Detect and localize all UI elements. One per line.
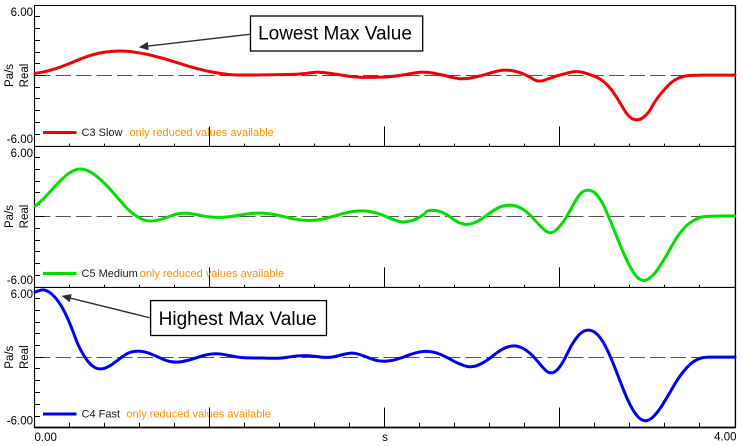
svg-text:Pa/s: Pa/s: [4, 345, 16, 368]
svg-text:6.00: 6.00: [11, 7, 33, 19]
svg-text:Pa/s: Pa/s: [4, 205, 16, 228]
svg-text:Real: Real: [19, 345, 31, 369]
svg-text:Highest Max Value: Highest Max Value: [159, 309, 317, 330]
svg-text:-6.00: -6.00: [7, 134, 33, 146]
svg-text:-6.00: -6.00: [7, 275, 33, 287]
svg-text:Pa/s: Pa/s: [4, 64, 16, 87]
svg-text:Real: Real: [19, 64, 31, 88]
svg-text:6.00: 6.00: [11, 289, 33, 301]
svg-text:s: s: [382, 432, 388, 444]
svg-text:Lowest Max Value: Lowest Max Value: [258, 24, 412, 45]
svg-text:0.00: 0.00: [35, 432, 57, 444]
svg-text:6.00: 6.00: [11, 148, 33, 160]
svg-text:-6.00: -6.00: [7, 416, 33, 428]
svg-text:Real: Real: [19, 205, 31, 229]
svg-text:4.00: 4.00: [714, 432, 736, 444]
